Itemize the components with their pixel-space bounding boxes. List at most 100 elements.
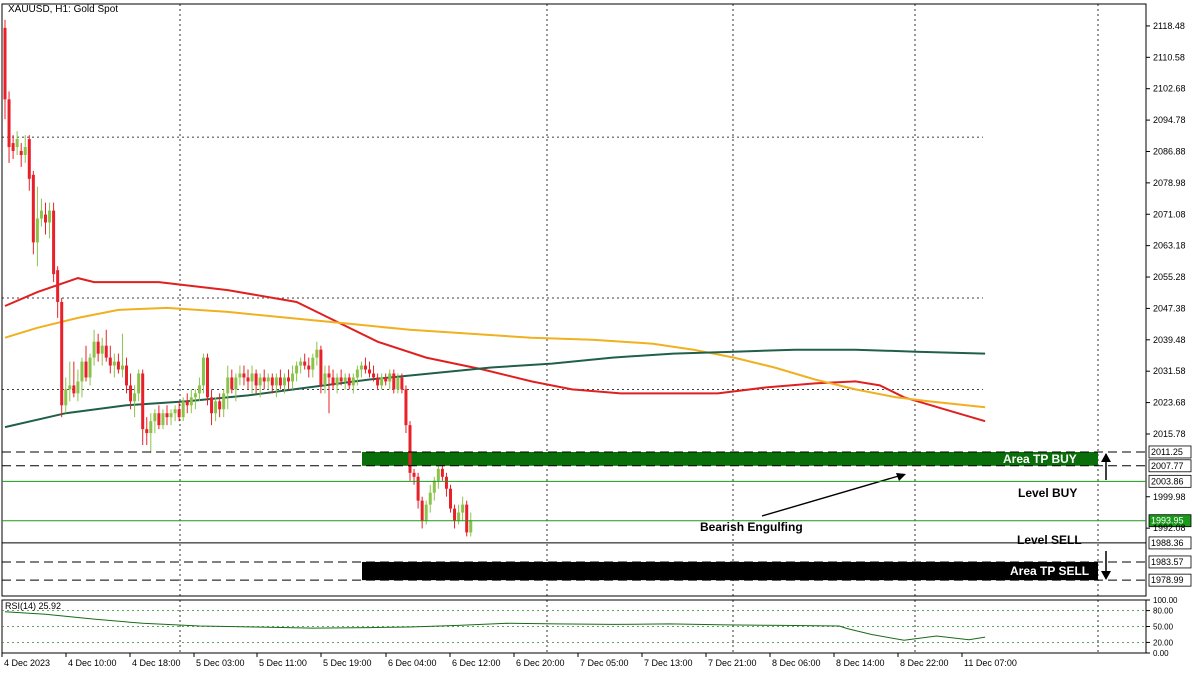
candle-body xyxy=(315,349,319,358)
candle-body xyxy=(201,357,205,386)
price-tick-label: 2015.78 xyxy=(1153,429,1186,439)
candle-body xyxy=(250,373,254,382)
candle-body xyxy=(31,174,35,243)
candle-body xyxy=(372,373,376,378)
candle-body xyxy=(311,357,315,370)
candle-body xyxy=(48,210,52,223)
time-tick-label: 7 Dec 13:00 xyxy=(644,658,693,668)
time-tick-label: 7 Dec 05:00 xyxy=(580,658,629,668)
candle-body xyxy=(189,397,193,406)
candle-body xyxy=(181,401,185,418)
time-tick-label: 11 Dec 07:00 xyxy=(964,658,1017,668)
price-tick-label: 2039.48 xyxy=(1153,335,1186,345)
candle-body xyxy=(424,504,428,521)
candle-body xyxy=(35,218,39,243)
candle-body xyxy=(347,377,351,386)
zone-label: Area TP BUY xyxy=(1003,452,1077,466)
price-tick-label: 2118.48 xyxy=(1153,21,1185,31)
candle-body xyxy=(27,139,31,179)
candle-body xyxy=(120,365,124,370)
candle-body xyxy=(214,401,218,414)
candle-body xyxy=(165,413,169,418)
candle-body xyxy=(234,377,238,390)
moving-average-line xyxy=(4,306,986,409)
time-tick-label: 5 Dec 11:00 xyxy=(259,658,307,668)
price-tick-label: 2102.68 xyxy=(1153,84,1186,94)
time-tick-label: 4 Dec 18:00 xyxy=(132,658,181,668)
moving-average-line xyxy=(4,277,986,423)
candle-body xyxy=(327,373,331,378)
rsi-tick-label: 100.00 xyxy=(1153,596,1178,605)
zone-area xyxy=(362,451,1098,466)
time-tick-label: 6 Dec 04:00 xyxy=(388,658,437,668)
candle-body xyxy=(153,413,157,422)
candle-body xyxy=(440,468,444,477)
down-arrow-icon xyxy=(1101,571,1111,580)
price-tick-label: 2023.68 xyxy=(1153,398,1186,408)
candle-body xyxy=(368,369,371,374)
candle-body xyxy=(339,377,343,382)
candle-body xyxy=(96,341,100,354)
price-levels: 2011.25 2007.77 2003.86 1993.95 1988.36 1983.… xyxy=(2,445,1192,587)
candle-body xyxy=(287,377,290,382)
level-price-label: 1978.99 xyxy=(1151,575,1184,585)
candle-body xyxy=(461,504,465,513)
level-price-label: 2011.25 xyxy=(1151,447,1183,457)
candle-body xyxy=(246,377,250,382)
candle-body xyxy=(137,373,141,394)
candle-body xyxy=(80,361,84,382)
candle-body xyxy=(436,468,440,481)
time-tick-label: 6 Dec 12:00 xyxy=(452,658,501,668)
candle-body xyxy=(11,143,15,152)
candle-body xyxy=(380,377,384,386)
time-tick-label: 8 Dec 06:00 xyxy=(772,658,821,668)
candle-body xyxy=(92,341,96,358)
candle-body xyxy=(343,377,347,382)
candle-body xyxy=(299,361,303,366)
candle-body xyxy=(420,500,424,521)
price-tick-label: 2047.38 xyxy=(1153,303,1186,313)
level-price-label: 1988.36 xyxy=(1151,538,1184,548)
candles xyxy=(3,19,473,537)
bearish-engulfing-label: Bearish Engulfing xyxy=(700,520,803,534)
candle-body xyxy=(295,365,299,374)
candle-body xyxy=(44,214,47,223)
candle-body xyxy=(307,365,311,370)
candle-body xyxy=(52,210,56,275)
candle-body xyxy=(351,377,355,386)
candle-body xyxy=(177,409,181,418)
rsi-tick-label: 20.00 xyxy=(1153,638,1174,647)
price-tick-label: 2110.58 xyxy=(1153,52,1185,62)
candle-body xyxy=(282,377,286,386)
time-tick-label: 7 Dec 21:00 xyxy=(708,658,757,668)
candle-body xyxy=(469,520,473,533)
candle-body xyxy=(319,349,323,386)
price-tick-label: 1992.08 xyxy=(1153,523,1186,533)
level-price-box xyxy=(1148,514,1192,528)
candle-body xyxy=(355,369,359,378)
time-tick-label: 8 Dec 22:00 xyxy=(900,658,949,668)
candle-body xyxy=(262,377,266,382)
candle-body xyxy=(242,373,246,378)
candle-body xyxy=(84,361,88,378)
candle-body xyxy=(230,377,234,390)
candle-body xyxy=(218,401,222,410)
level-price-box xyxy=(1148,573,1192,587)
main-pane-border xyxy=(1,3,1147,597)
candle-body xyxy=(125,365,128,386)
candle-body xyxy=(185,401,189,406)
chart-title: XAUUSD, H1: Gold Spot xyxy=(8,4,118,15)
candle-body xyxy=(238,373,242,378)
candle-body xyxy=(112,361,116,366)
candle-body xyxy=(392,373,396,390)
candle-body xyxy=(384,377,388,382)
price-tick-label: 1999.98 xyxy=(1153,492,1186,502)
annotations: Level BUY Level SELL Bearish Engulfing xyxy=(700,473,1082,547)
candle-body xyxy=(335,377,339,386)
candle-body xyxy=(270,377,274,386)
candle-body xyxy=(449,488,452,509)
level-price-box xyxy=(1148,459,1192,473)
candle-body xyxy=(376,377,380,386)
level-price-label: 2003.86 xyxy=(1151,476,1184,486)
